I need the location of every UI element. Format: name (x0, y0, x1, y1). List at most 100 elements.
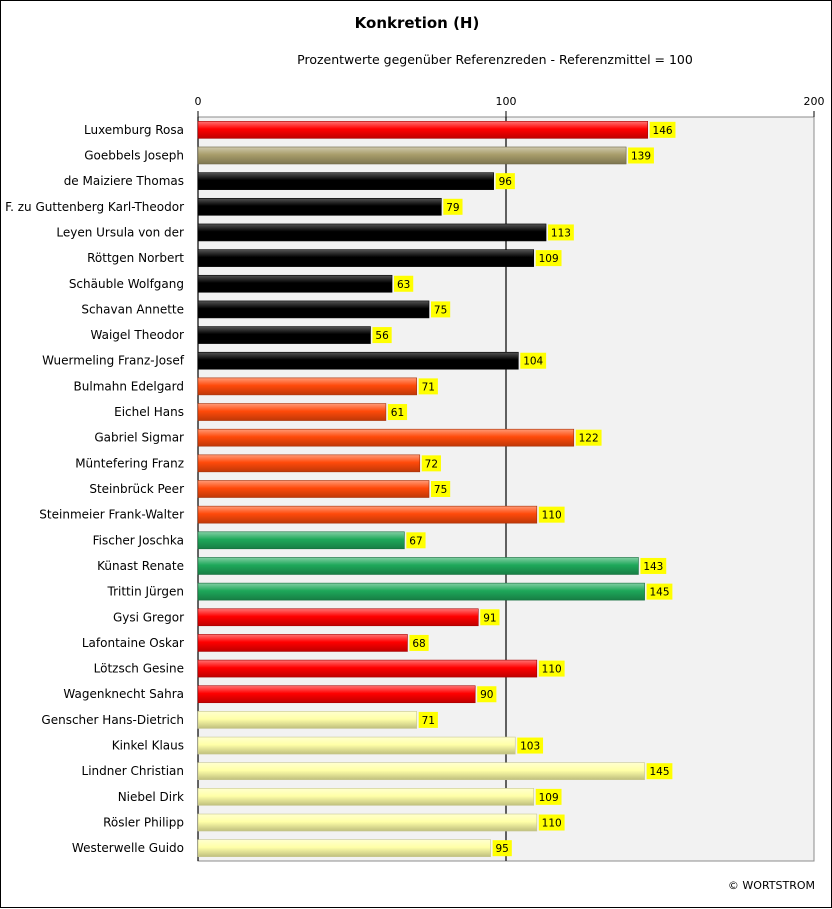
category-label: Rösler Philipp (103, 816, 184, 830)
category-label: Lafontaine Oskar (82, 636, 184, 650)
data-label: 110 (542, 664, 562, 676)
data-label: 109 (539, 792, 559, 804)
category-label: Müntefering Franz (75, 456, 184, 470)
category-label: Künast Renate (97, 559, 184, 573)
data-label-box (548, 224, 574, 241)
data-label-box (649, 121, 676, 138)
category-label: Genscher Hans-Dietrich (41, 713, 184, 727)
bar (197, 711, 417, 729)
data-label: 96 (499, 176, 513, 188)
bar (197, 608, 479, 627)
category-label: Lötzsch Gesine (94, 662, 184, 676)
category-label: Luxemburg Rosa (84, 123, 184, 137)
category-labels: Luxemburg Rosa Goebbels Joseph de Maiziere… (5, 123, 185, 855)
category-label: Gabriel Sigmar (94, 431, 184, 445)
data-label-box (431, 481, 451, 497)
category-label: Trittin Jürgen (107, 585, 184, 599)
data-label: 75 (434, 304, 447, 316)
data-label: 109 (539, 253, 559, 265)
bar (197, 326, 371, 344)
data-label: 75 (434, 484, 447, 496)
bars-group (197, 121, 648, 857)
data-label-box (406, 532, 426, 549)
category-label: Röttgen Norbert (87, 251, 184, 265)
bar (197, 788, 535, 806)
data-label: 56 (375, 330, 389, 342)
data-label: 104 (523, 356, 543, 368)
data-label-box (443, 198, 463, 215)
bar (197, 454, 421, 473)
data-label: 143 (643, 561, 663, 573)
bar (197, 377, 417, 396)
category-label: Bulmahn Edelgard (74, 379, 184, 393)
data-label-box (477, 686, 497, 703)
copyright-text: © WORTSTROM (728, 879, 815, 892)
category-label: Wagenknecht Sahra (63, 687, 184, 701)
bar (197, 351, 519, 370)
category-label: Gysi Gregor (113, 610, 184, 624)
category-label: Goebbels Joseph (84, 148, 184, 162)
data-label: 79 (446, 202, 459, 214)
data-label-box (387, 404, 408, 421)
bar (197, 146, 627, 165)
data-label: 103 (520, 741, 540, 753)
data-label: 90 (480, 689, 493, 701)
category-label: Fischer Joschka (93, 533, 184, 547)
data-label: 145 (649, 587, 669, 599)
category-label: Kinkel Klaus (112, 739, 184, 753)
data-label-box (538, 660, 565, 677)
data-label: 95 (496, 843, 509, 855)
data-label-box (538, 814, 565, 831)
category-label: Waigel Theodor (91, 328, 185, 342)
data-label-box (640, 557, 667, 574)
data-label-box (495, 173, 515, 190)
bar (197, 480, 430, 498)
bar (197, 813, 538, 832)
data-label: 110 (542, 510, 562, 522)
data-label: 68 (412, 638, 425, 650)
bar (197, 634, 408, 652)
bar (197, 659, 538, 678)
data-labels: 146 139 96 79 113 109 63 75 56 104 71 61 122 72 75 110 6… (372, 121, 676, 857)
bar (197, 505, 538, 524)
chart-title: Konkretion (H) (355, 14, 480, 32)
bar (197, 121, 648, 139)
data-label-box (418, 378, 438, 395)
category-label: Lindner Christian (82, 764, 184, 778)
data-label-box (394, 275, 414, 292)
category-label: F. zu Guttenberg Karl-Theodor (5, 200, 184, 214)
bar (197, 557, 639, 575)
bar (197, 428, 575, 447)
data-label-box (520, 352, 547, 369)
data-label: 139 (631, 150, 651, 162)
data-label: 63 (397, 279, 410, 291)
data-label-box (431, 301, 451, 318)
category-label: Niebel Dirk (118, 790, 184, 804)
data-label: 145 (649, 766, 669, 778)
category-label: Steinbrück Peer (89, 482, 184, 496)
data-label: 72 (425, 458, 438, 470)
x-tick-label: 200 (804, 95, 825, 108)
bar (197, 249, 535, 267)
data-label: 61 (391, 407, 404, 419)
x-tick-label: 100 (496, 95, 517, 108)
data-label-box (646, 583, 673, 600)
data-label-box (421, 455, 441, 472)
data-label: 91 (483, 612, 496, 624)
data-label-box (517, 737, 544, 754)
data-label-box (418, 711, 438, 728)
bar (197, 172, 494, 190)
data-label: 67 (409, 535, 422, 547)
bar (197, 685, 476, 704)
data-label: 71 (422, 381, 435, 393)
category-label: Schavan Annette (81, 302, 184, 316)
bar (197, 274, 393, 293)
bar (197, 582, 645, 601)
data-label: 146 (653, 125, 673, 137)
data-label-box (646, 763, 673, 780)
data-label-box (409, 634, 429, 651)
bar (197, 223, 547, 242)
data-label-box (575, 429, 602, 446)
